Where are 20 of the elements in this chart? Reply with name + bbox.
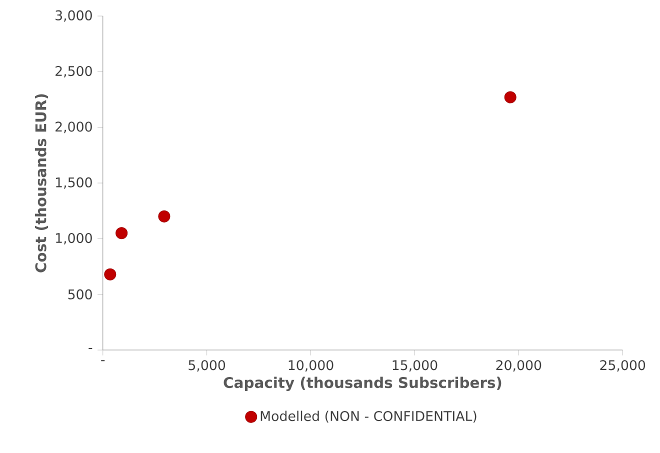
y-tick-label: 1,000 [56, 232, 92, 244]
y-tick-label: 500 [68, 289, 92, 300]
x-tick-label: 15,000 [392, 360, 438, 372]
x-tick-label: 25,000 [600, 360, 646, 372]
y-axis-title: Cost (thousands EUR) [34, 94, 48, 272]
y-tick-label: 3,000 [56, 10, 92, 22]
point [104, 268, 116, 280]
point [158, 210, 170, 222]
point [504, 91, 516, 104]
legend-label: Modelled (NON - CONFIDENTIAL) [260, 410, 476, 423]
point [116, 227, 128, 240]
x-tick-label: - [101, 360, 105, 362]
x-tick-label: 5,000 [188, 360, 226, 372]
y-tick-label: - [88, 348, 92, 350]
x-axis-title: Capacity (thousands Subscribers) [224, 376, 502, 392]
y-tick-label: 2,000 [56, 122, 92, 134]
x-tick-label: 20,000 [496, 360, 542, 372]
x-tick-label: 10,000 [288, 360, 334, 372]
y-tick-label: 2,500 [56, 66, 92, 78]
y-tick-label: 1,500 [56, 177, 92, 189]
